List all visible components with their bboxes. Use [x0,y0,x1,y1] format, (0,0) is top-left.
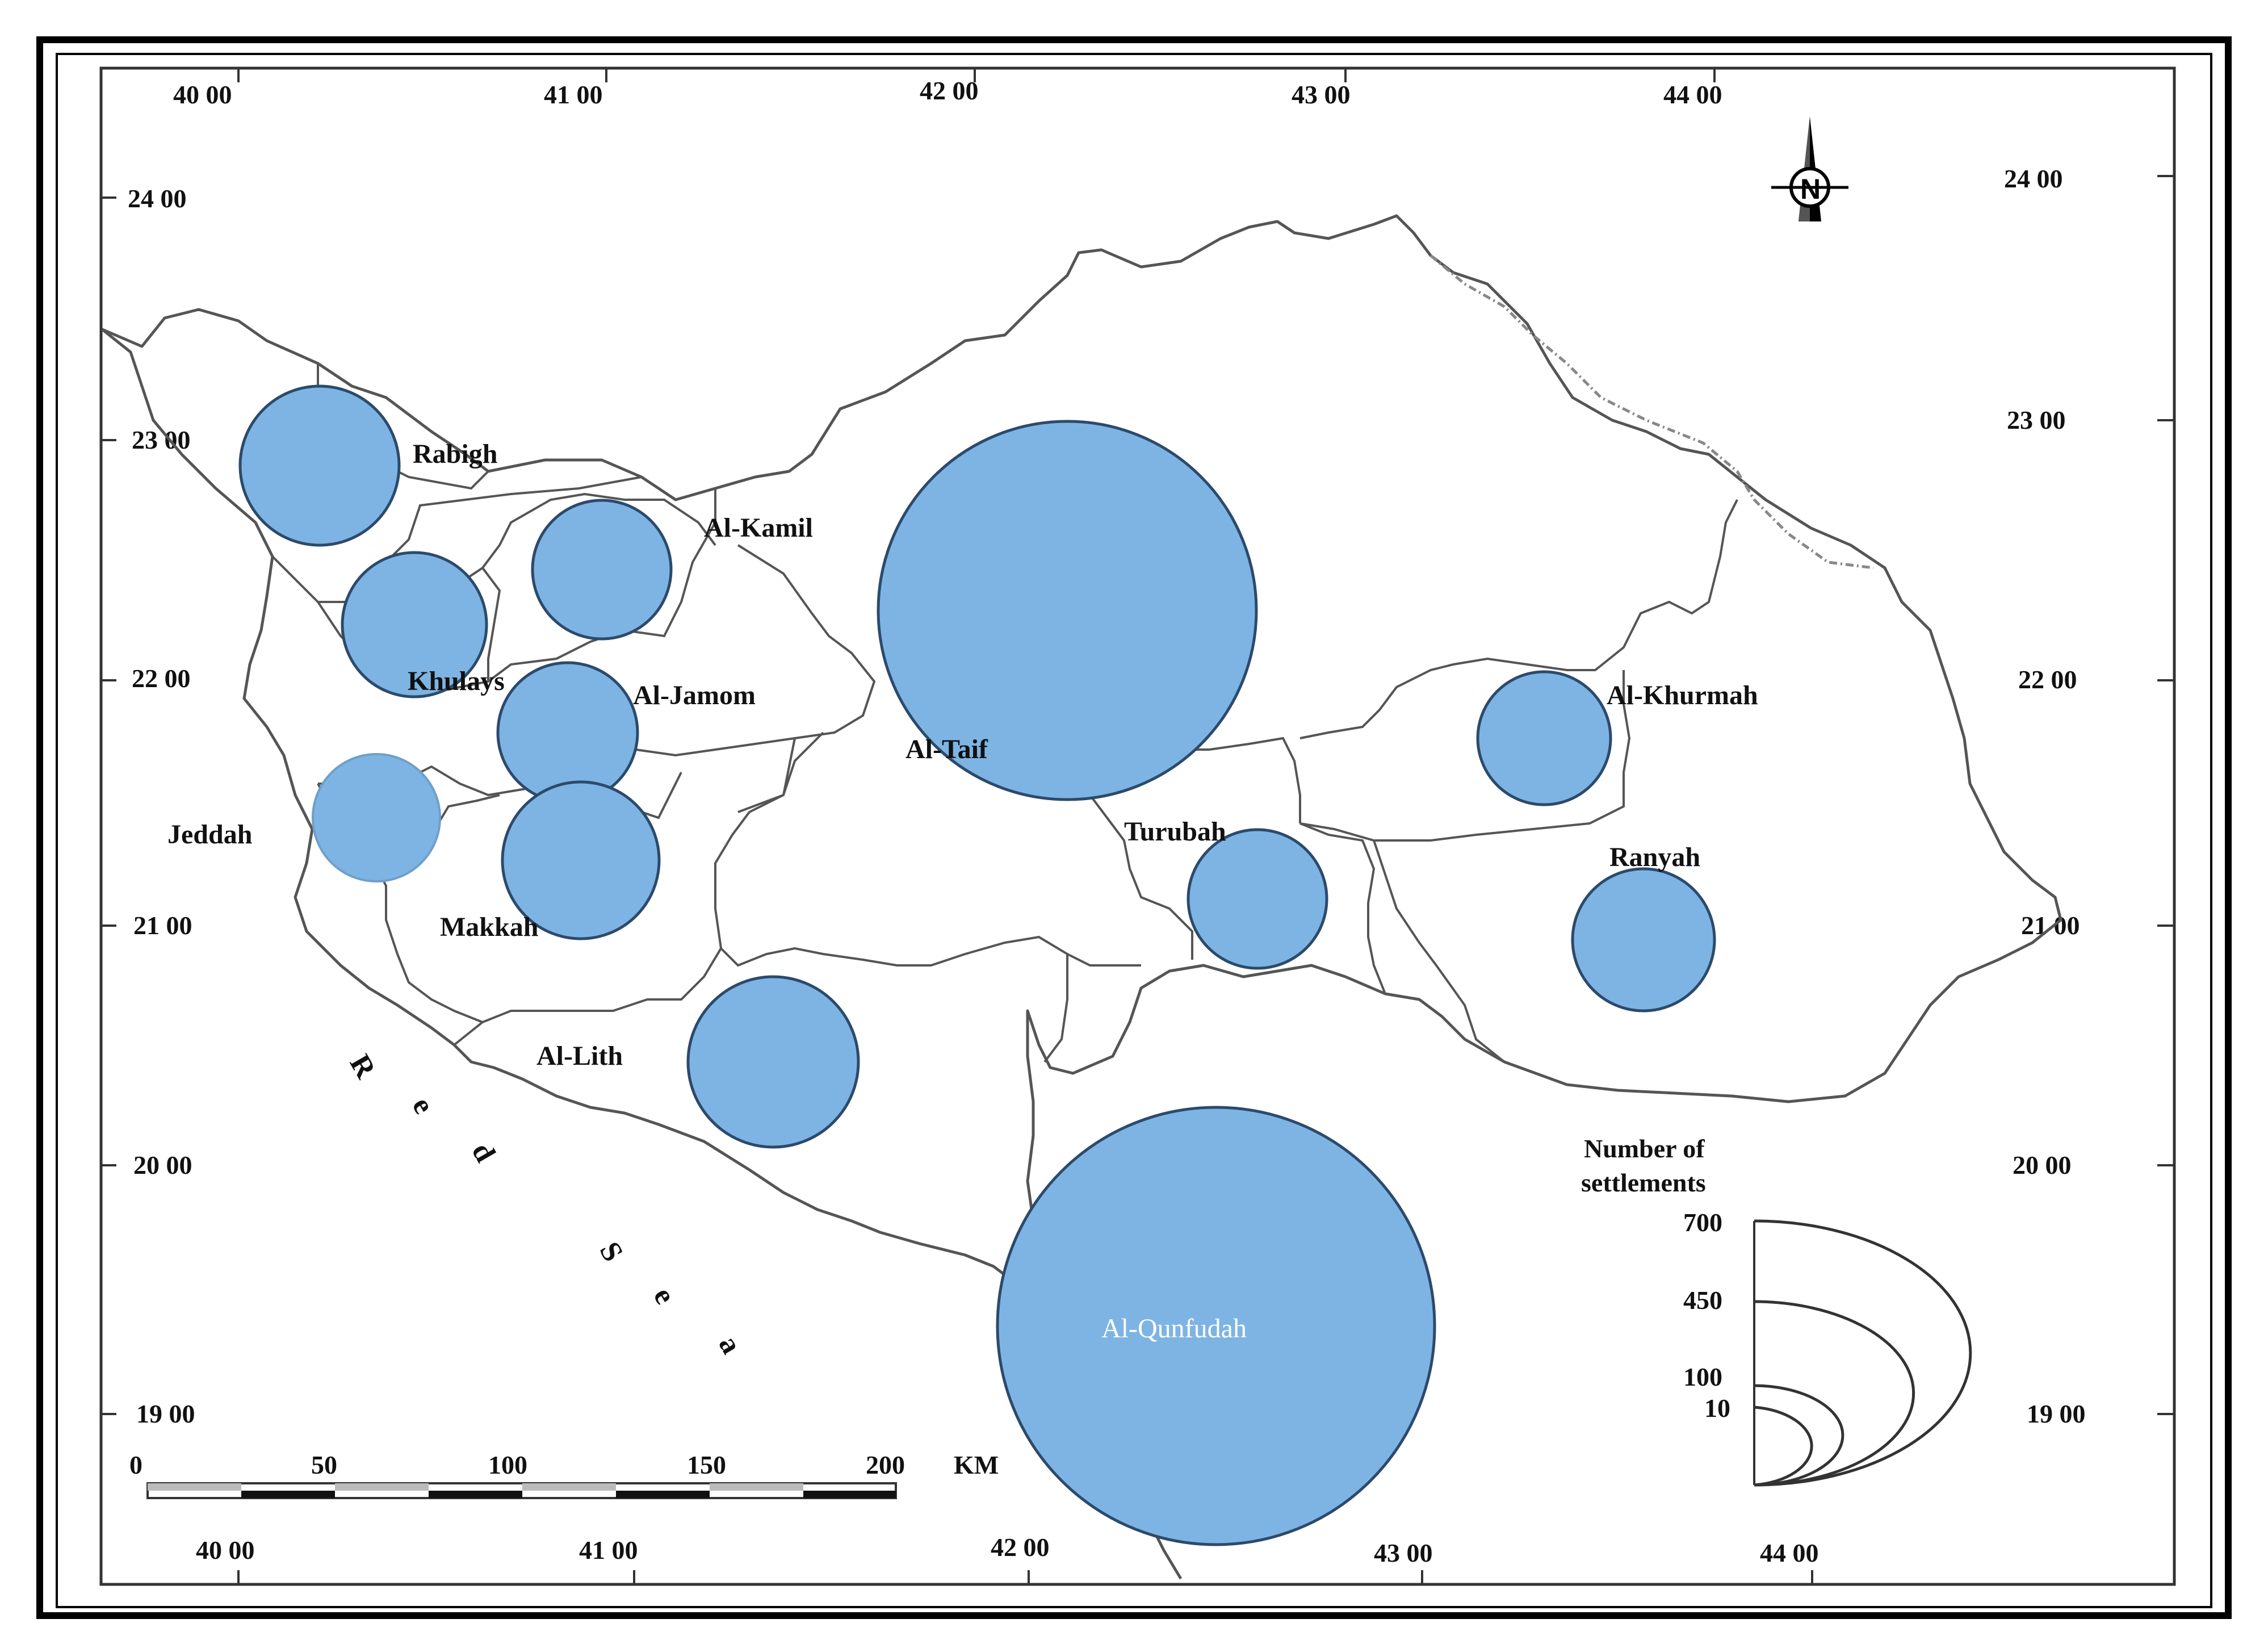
label-al-jamom: Al-Jamom [633,680,756,710]
top-lon-label-40: 40 00 [173,80,232,109]
top-longitude-axis: 40 00 41 00 42 00 43 00 44 00 [173,68,1722,109]
label-al-lith: Al-Lith [536,1041,623,1071]
bottom-lon-label-43: 43 00 [1374,1538,1433,1567]
bubble-makkah [501,780,661,940]
bubble-turubah [1187,828,1328,970]
right-lat-label-22: 22 00 [2018,665,2077,694]
legend-value-100: 100 [1683,1362,1722,1391]
label-turubah: Turubah [1124,817,1226,847]
right-lat-label-23: 23 00 [2007,405,2066,434]
scale-bar: 0 50 100 150 200 KM [129,1450,999,1499]
region-labels: Rabigh Al-Kamil Khulays Al-Jamom Al-Taif… [167,439,1758,1344]
scale-tick-200: 200 [866,1450,905,1479]
red-sea-label: R e d S e a [343,1049,748,1359]
bubble-jeddah [312,753,441,882]
bubble-rabigh [238,384,401,547]
left-lat-label-21: 21 00 [133,911,192,940]
legend-title-line1: Number of [1584,1134,1705,1163]
top-lon-label-44: 44 00 [1663,80,1722,109]
settlement-bubbles [238,384,1716,1546]
scale-tick-0: 0 [129,1450,142,1479]
svg-text:S: S [593,1237,630,1267]
top-lon-label-42: 42 00 [920,76,979,105]
svg-text:R: R [343,1049,383,1085]
bubble-al-jamom [496,661,639,804]
right-lat-label-24: 24 00 [2004,164,2063,193]
scale-tick-150: 150 [687,1450,726,1479]
legend-value-700: 700 [1683,1208,1722,1237]
top-lon-label-43: 43 00 [1292,80,1351,109]
label-al-qunfudah: Al-Qunfudah [1101,1313,1247,1344]
right-lat-label-20: 20 00 [2013,1151,2072,1179]
coastline [102,214,2062,1278]
label-al-taif: Al-Taif [905,734,988,764]
region-boundaries [101,214,2062,1580]
bottom-lon-label-44: 44 00 [1760,1538,1819,1567]
inner-frame [56,53,2212,1608]
scale-tick-50: 50 [311,1450,337,1479]
outer-frame [36,36,2232,1619]
bubble-al-lith [686,975,860,1149]
svg-text:e: e [647,1282,682,1310]
label-al-khurmah: Al-Khurmah [1607,680,1758,710]
svg-text:N: N [1800,173,1821,205]
legend-value-450: 450 [1683,1286,1722,1315]
bottom-lon-label-40: 40 00 [196,1536,255,1564]
scale-unit: KM [954,1450,999,1479]
bubble-ranyah [1571,867,1716,1013]
bubble-al-taif [877,420,1258,801]
bubble-khulays [341,551,488,698]
left-lat-label-20: 20 00 [133,1151,192,1179]
left-lat-label-24: 24 00 [128,184,187,213]
svg-text:e: e [406,1092,441,1119]
legend: Number of settlements 700 450 100 10 [1581,1134,1972,1487]
label-khulays: Khulays [408,666,505,696]
right-lat-label-21: 21 00 [2021,911,2080,940]
map-neatline [99,66,2176,1586]
top-lon-label-41: 41 00 [544,80,603,109]
bottom-longitude-axis: 40 00 41 00 42 00 43 00 44 00 [196,1533,1819,1584]
bottom-lon-label-41: 41 00 [579,1536,638,1564]
svg-text:d: d [466,1137,502,1168]
bottom-lon-label-42: 42 00 [991,1533,1050,1562]
scale-tick-100: 100 [488,1450,527,1479]
bubble-al-kamil [531,499,673,641]
left-lat-label-19: 19 00 [136,1399,195,1428]
label-makkah: Makkah [440,912,538,942]
right-latitude-axis: 24 00 23 00 22 00 21 00 20 00 19 00 [2004,164,2174,1428]
legend-value-10: 10 [1704,1394,1730,1423]
svg-text:a: a [712,1331,748,1359]
label-al-kamil: Al-Kamil [704,513,813,543]
bubble-al-qunfudah [996,1106,1436,1546]
right-lat-label-19: 19 00 [2027,1399,2086,1428]
legend-title-line2: settlements [1581,1168,1706,1197]
west-coast [101,328,1034,1285]
label-rabigh: Rabigh [413,439,497,469]
bubble-al-khurmah [1476,670,1612,806]
left-lat-label-22: 22 00 [132,664,191,693]
left-latitude-axis: 24 00 23 00 22 00 21 00 20 00 19 00 [101,184,195,1428]
label-jeddah: Jeddah [167,819,252,850]
north-arrow-icon: N [1771,116,1848,221]
label-ranyah: Ranyah [1609,842,1700,872]
